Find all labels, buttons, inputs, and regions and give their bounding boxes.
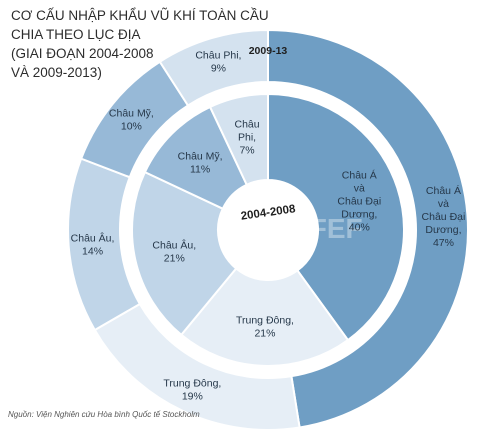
label-line: Châu Phi, [195, 50, 241, 62]
label-line: Châu Mỹ, [178, 151, 223, 163]
label-inner-trung-dong: Trung Đông, 21% [236, 314, 294, 339]
label-line: 19% [182, 390, 203, 402]
label-outer-chau-phi: Châu Phi, 9% [195, 50, 241, 75]
slice-inner-chau-au [131, 170, 238, 337]
label-line: 10% [121, 121, 142, 133]
label-line: và [354, 182, 365, 194]
label-line: và [438, 198, 449, 210]
watermark: CAFEF [269, 213, 362, 244]
label-line: Trung Đông, [163, 377, 221, 389]
label-outer-chau-my: Châu Mỹ, 10% [109, 108, 154, 133]
slice-inner-chau-a [267, 92, 405, 342]
label-line: 7% [239, 144, 254, 156]
label-line: 11% [190, 164, 210, 176]
label-line: 14% [82, 245, 103, 257]
label-line: Châu Mỹ, [109, 108, 154, 120]
label-line: Châu Đại [337, 195, 381, 207]
label-line: 40% [349, 221, 370, 233]
source-note: Nguồn: Viện Nghiên cứu Hòa bình Quốc tế … [8, 410, 200, 419]
label-line: 47% [433, 237, 454, 249]
ring-label-outer: 2009-13 [249, 45, 288, 57]
label-line: 9% [211, 63, 226, 75]
inner-ring-2004-2008 [131, 92, 405, 367]
slice-inner-trung-dong [179, 267, 350, 367]
label-inner-chau: Châu Phi, 7% [235, 118, 260, 156]
slice-outer-chau-a [267, 28, 469, 429]
label-line: Dương, [341, 208, 377, 220]
ring-separator [120, 82, 416, 378]
title-line-4: VÀ 2009-2013) [11, 65, 102, 80]
label-inner-chau-my: Châu Mỹ, 11% [178, 151, 223, 176]
label-line: Phi, [238, 131, 256, 143]
outer-ring-2009-13 [67, 28, 469, 431]
label-outer-chau-au: Châu Âu, 14% [71, 231, 115, 257]
label-line: 21% [164, 252, 185, 264]
title-line-3: (GIAI ĐOẠN 2004-2008 [11, 46, 154, 61]
label-line: Trung Đông, [236, 314, 294, 326]
donut-center: CAFEF [120, 82, 416, 378]
title-line-2: CHIA THEO LỤC ĐỊA [11, 27, 141, 42]
label-line: Châu Á [426, 184, 461, 197]
chart-title: CƠ CẤU NHẬP KHẨU VŨ KHÍ TOÀN CẦU CHIA TH… [11, 6, 269, 82]
slice-outer-chau-phi [158, 28, 269, 107]
label-line: Châu [235, 118, 260, 130]
label-line: Châu Âu, [152, 238, 196, 251]
title-line-1: CƠ CẤU NHẬP KHẨU VŨ KHÍ TOÀN CẦU [11, 8, 269, 23]
label-line: Châu Đại [422, 211, 466, 223]
label-inner-chau-au: Châu Âu, 21% [152, 238, 196, 264]
slice-inner-chau [208, 92, 269, 187]
label-outer-trung-dong: Trung Đông, 19% [163, 377, 221, 402]
label-line: Châu Âu, [71, 231, 115, 244]
donut-hole [220, 182, 316, 278]
label-line: Châu Á [342, 168, 377, 181]
label-line: Dương, [425, 224, 461, 236]
label-line: 21% [254, 327, 275, 339]
